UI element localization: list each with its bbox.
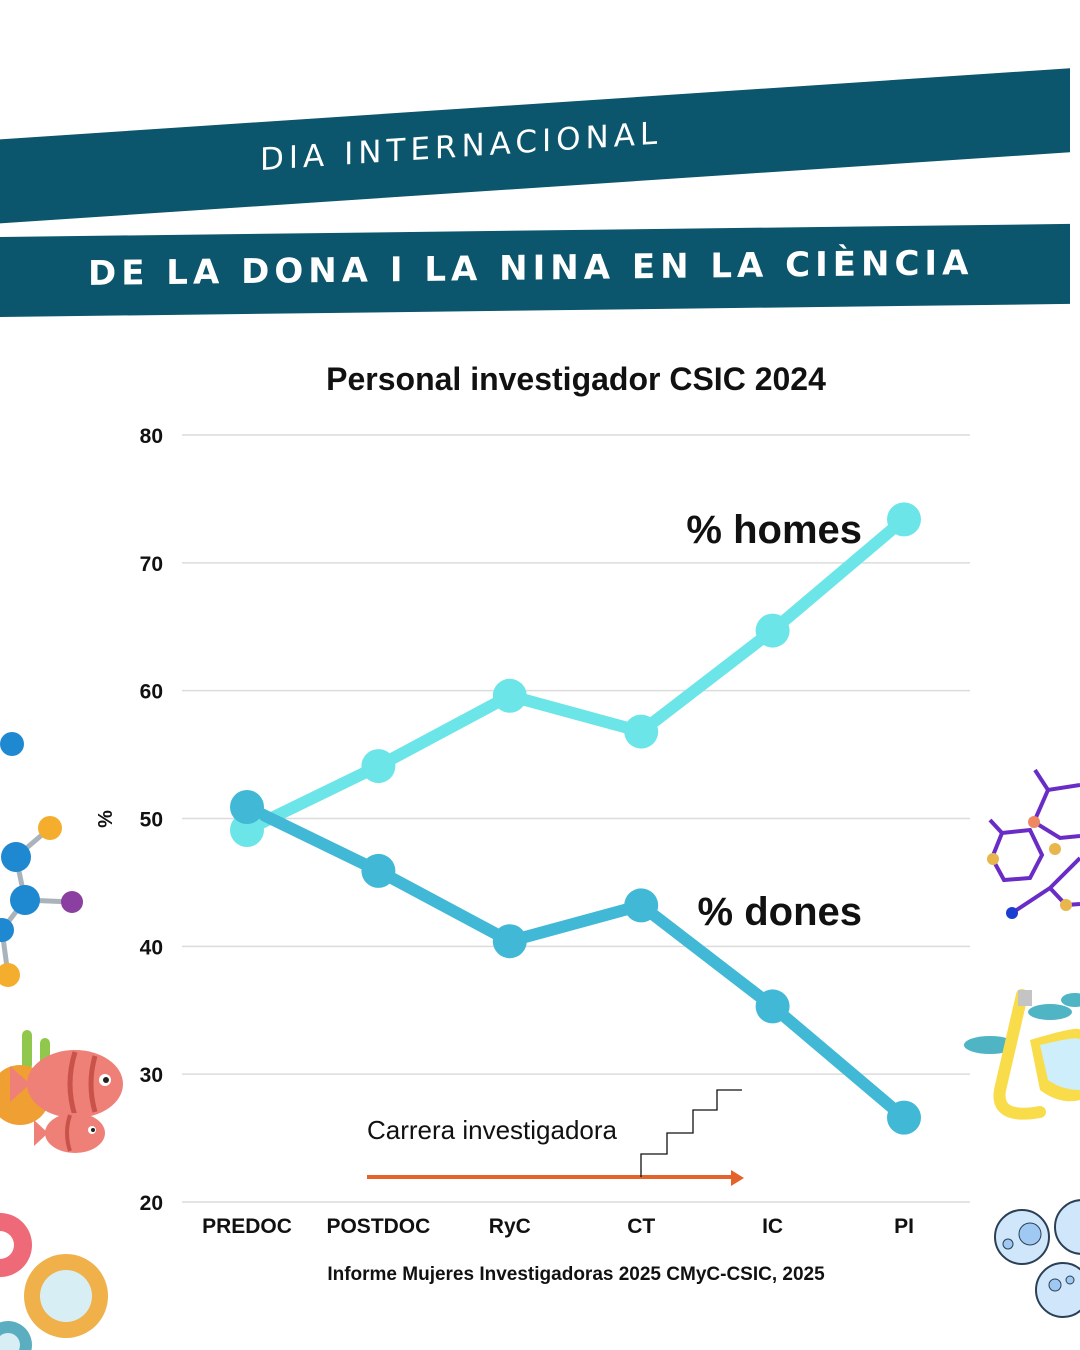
fish-coral-illustration — [0, 1030, 123, 1153]
x-tick-label: POSTDOC — [326, 1215, 430, 1238]
chart-title: Personal investigador CSIC 2024 — [326, 361, 826, 397]
data-point-homes — [887, 502, 921, 537]
x-tick-label: RyC — [489, 1215, 531, 1238]
molecule-illustration — [0, 732, 83, 987]
x-tick-label: PREDOC — [202, 1215, 292, 1238]
data-point-dones — [755, 989, 790, 1024]
x-axis-ticks: PREDOC POSTDOC RyC CT IC PI — [202, 1215, 914, 1238]
data-point-homes — [492, 678, 527, 713]
series-points — [230, 502, 921, 1135]
chemical-structure-atoms — [987, 816, 1072, 919]
stairs-icon — [640, 1089, 742, 1177]
series-label-dones: % dones — [698, 890, 862, 934]
snorkel-illustration — [964, 989, 1080, 1120]
y-tick-label: 60 — [140, 681, 163, 704]
y-tick-label: 20 — [140, 1192, 163, 1215]
y-axis-ticks: 20 30 40 50 60 70 80 — [140, 425, 163, 1215]
y-tick-label: 30 — [140, 1064, 163, 1087]
series-line-dones — [244, 801, 908, 1123]
data-point-homes — [361, 749, 396, 784]
petri-dish-illustration — [994, 1199, 1080, 1318]
data-point-dones — [624, 888, 659, 923]
y-tick-label: 50 — [140, 809, 163, 832]
y-tick-label: 40 — [140, 936, 163, 959]
data-point-dones — [361, 853, 396, 888]
y-tick-label: 80 — [140, 425, 163, 448]
gears-illustration — [0, 1213, 108, 1350]
x-tick-label: PI — [894, 1215, 914, 1238]
data-point-dones — [230, 789, 264, 824]
arrow-head-icon — [731, 1170, 744, 1186]
y-axis-label: % — [95, 810, 117, 828]
series-line-homes — [244, 514, 908, 836]
series-label-homes: % homes — [686, 508, 862, 552]
career-annotation: Carrera investigadora — [367, 1089, 744, 1186]
x-tick-label: CT — [627, 1215, 655, 1238]
data-point-dones — [492, 924, 527, 959]
data-point-homes — [755, 613, 790, 648]
data-point-homes — [624, 714, 659, 749]
annotation-text: Carrera investigadora — [367, 1115, 618, 1145]
source-note: Informe Mujeres Investigadoras 2025 CMyC… — [327, 1264, 825, 1285]
series-lines — [244, 514, 908, 1123]
grid — [182, 434, 970, 1203]
data-point-dones — [887, 1100, 921, 1135]
y-tick-label: 70 — [140, 553, 163, 576]
chemical-structure-illustration — [988, 768, 1080, 915]
x-tick-label: IC — [762, 1215, 783, 1238]
